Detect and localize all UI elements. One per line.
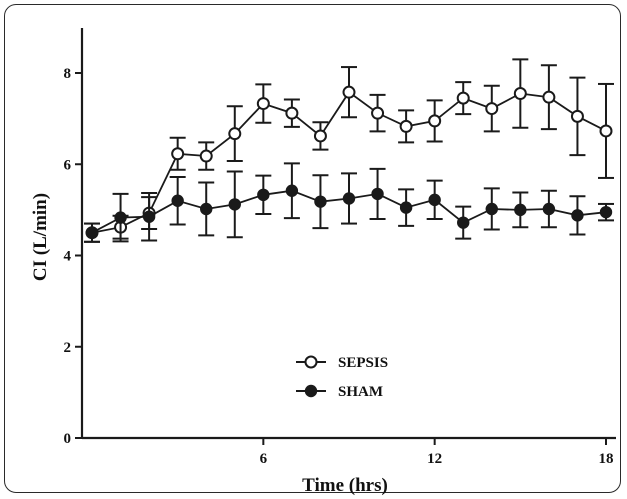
sham-point	[571, 209, 584, 222]
sepsis-point	[485, 102, 499, 116]
sham-point	[314, 195, 327, 208]
sepsis-point	[285, 106, 299, 120]
x-tick-label: 18	[599, 451, 614, 467]
legend-sham-label: SHAM	[338, 384, 383, 400]
sepsis-point	[371, 106, 385, 120]
sham-point	[257, 188, 270, 202]
y-tick-label: 8	[64, 66, 72, 82]
sepsis-point	[570, 109, 584, 123]
legend-sham-marker	[304, 384, 318, 398]
x-tick-label: 12	[427, 451, 442, 467]
sham-point	[142, 210, 156, 223]
sepsis-point	[171, 147, 185, 161]
legend: SEPSIS SHAM	[296, 355, 388, 400]
sham-point	[428, 193, 441, 207]
sepsis-point	[313, 129, 327, 143]
y-tick-label: 2	[64, 340, 72, 356]
sepsis-point	[428, 114, 442, 128]
x-tick-label: 6	[260, 451, 268, 467]
sepsis-point	[256, 97, 270, 111]
legend-sepsis-marker	[304, 355, 318, 369]
sepsis-point	[199, 149, 213, 163]
sepsis-point	[542, 90, 556, 104]
figure-frame	[4, 4, 621, 493]
sham-point	[228, 198, 241, 211]
y-tick-label: 4	[64, 249, 72, 265]
y-tick-label: 6	[64, 157, 72, 173]
sepsis-point	[399, 119, 413, 133]
x-axis-title: Time (hrs)	[302, 475, 388, 496]
legend-sepsis-label: SEPSIS	[338, 355, 388, 371]
y-tick-label: 0	[64, 431, 72, 447]
sham-point	[399, 201, 413, 214]
sham-point	[457, 216, 470, 229]
sepsis-point	[456, 91, 470, 105]
sham-point	[114, 211, 127, 224]
sepsis-point	[513, 87, 527, 101]
sham-point	[371, 187, 384, 201]
sham-point	[171, 194, 184, 207]
sham-point	[342, 192, 356, 205]
sham-point	[200, 202, 213, 216]
series-layer	[84, 58, 614, 243]
sham-point	[599, 205, 613, 219]
y-axis-title: CI (L/min)	[30, 193, 51, 281]
sepsis-point	[342, 85, 356, 99]
sham-point	[285, 184, 299, 197]
sham-point	[85, 226, 99, 239]
sham-series	[84, 162, 614, 243]
axes: 0 2 4 6 8 6 12 18	[64, 28, 616, 467]
sham-point	[485, 202, 498, 216]
sepsis-point	[228, 127, 242, 141]
sepsis-point	[599, 124, 613, 138]
sham-point	[542, 202, 556, 216]
sham-point	[514, 203, 527, 217]
